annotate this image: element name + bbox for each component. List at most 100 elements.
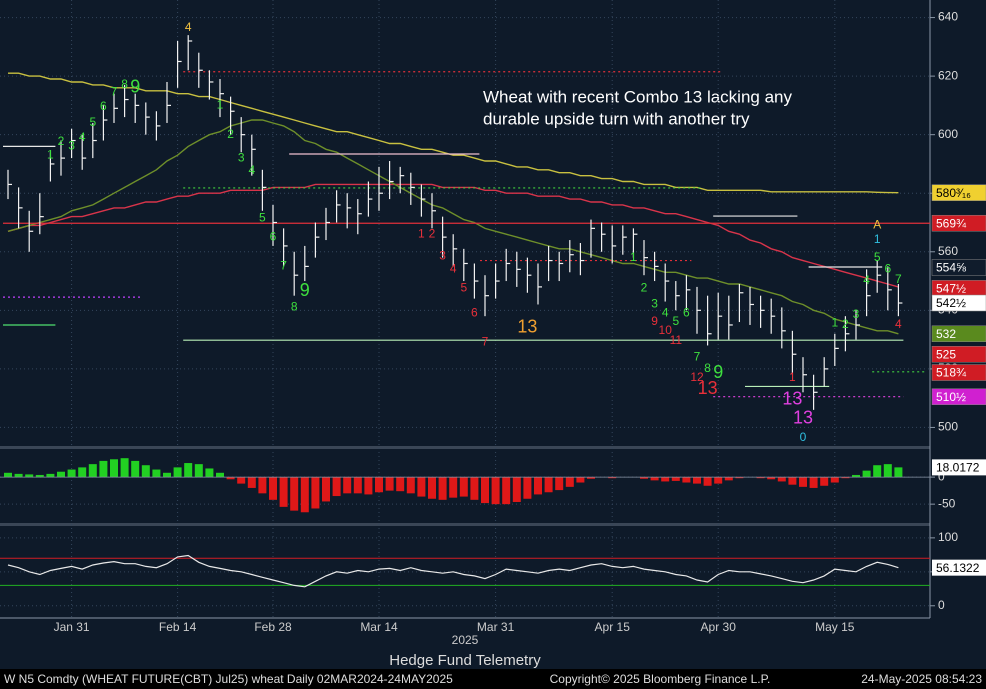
y-tick-label: 0: [938, 469, 945, 483]
td-count: 2: [227, 127, 234, 141]
histogram-bar: [417, 477, 426, 497]
x-tick-label: Feb 14: [159, 620, 197, 634]
histogram-bar: [25, 474, 34, 478]
price-label-box: [931, 388, 986, 405]
histogram-bar: [332, 477, 341, 497]
td-count: 4: [662, 305, 669, 319]
histogram-bar: [555, 477, 564, 491]
y-tick-label: 640: [938, 10, 958, 24]
td-count: 13: [517, 317, 537, 337]
td-count: 6: [270, 229, 277, 243]
y-tick-label: 100: [938, 530, 958, 544]
year-label: 2025: [452, 633, 479, 647]
histogram-bar: [428, 477, 436, 499]
histogram-bar: [120, 458, 129, 478]
td-count: 4: [248, 163, 255, 177]
histogram-bar: [587, 477, 595, 479]
histogram-bar: [99, 460, 108, 478]
td-count: 5: [874, 250, 881, 264]
line: [7, 119, 899, 335]
histogram-bar: [163, 472, 171, 478]
histogram-bar: [46, 473, 55, 478]
histogram-bar: [300, 477, 309, 513]
td-count: 3: [439, 248, 446, 262]
y-tick-label: 560: [938, 244, 958, 258]
histogram-bar: [353, 477, 362, 494]
td-count: 7: [482, 335, 489, 349]
histogram-bar: [756, 477, 765, 479]
panel-divider: [0, 446, 930, 449]
price-label: 518¾: [936, 366, 967, 380]
y-tick-label: -50: [938, 496, 956, 510]
price-label: 542½: [936, 296, 966, 310]
histogram-bar: [173, 467, 182, 478]
histogram-bar: [661, 477, 670, 482]
histogram-bar: [714, 477, 723, 484]
histogram-bar: [544, 477, 553, 493]
histogram-bar: [873, 465, 882, 478]
histogram-bar: [438, 477, 447, 500]
td-count: 1: [217, 98, 224, 112]
histogram-bar: [809, 477, 818, 488]
panel-divider: [0, 523, 930, 526]
last-value-label: 18.0172: [936, 461, 980, 475]
td-count: 6: [471, 305, 478, 319]
histogram-bar: [152, 469, 161, 478]
histogram-bar: [788, 477, 797, 485]
x-tick-label: Apr 15: [595, 620, 631, 634]
price-label: 525: [936, 347, 956, 361]
td-count: 7: [694, 349, 701, 363]
x-tick-label: Jan 31: [54, 620, 90, 634]
price-label: 510½: [936, 390, 966, 404]
histogram-bar: [767, 477, 776, 480]
histogram-bar: [841, 477, 850, 479]
histogram-bar: [640, 477, 648, 479]
histogram-bar: [57, 471, 65, 478]
td-count: 5: [259, 210, 266, 224]
footer-bar: [0, 669, 986, 689]
price-label-box: [931, 325, 986, 342]
line: [7, 554, 899, 588]
td-count: 3: [651, 297, 658, 311]
histogram-bar: [852, 474, 860, 478]
histogram-bar: [735, 477, 744, 479]
td-count: 7: [280, 259, 287, 273]
td-count: 9: [130, 77, 140, 97]
y-tick-label: 620: [938, 68, 958, 82]
histogram-bar: [799, 477, 807, 487]
histogram-bar: [534, 477, 542, 495]
histogram-bar: [78, 467, 87, 478]
histogram-bar: [385, 477, 394, 491]
histogram-bar: [258, 477, 267, 494]
td-count: 1: [831, 316, 838, 330]
td-count: 4: [895, 317, 902, 331]
histogram-bar: [502, 477, 511, 505]
td-count: 6: [683, 305, 690, 319]
td-count: 1: [47, 147, 54, 161]
td-count: A: [873, 218, 881, 232]
td-count: 9: [300, 280, 310, 300]
histogram-bar: [216, 472, 224, 478]
histogram-bar: [650, 477, 659, 481]
histogram-bar: [14, 473, 23, 478]
histogram-bar: [205, 468, 214, 478]
y-tick-label: 500: [938, 420, 958, 434]
histogram-bar: [290, 477, 299, 511]
price-label-box: [931, 259, 986, 276]
histogram-bar: [269, 477, 277, 500]
subtitle: Hedge Fund Telemetry: [389, 652, 541, 669]
td-count: 5: [89, 115, 96, 129]
price-label-box: [931, 184, 986, 201]
histogram-bar: [820, 477, 829, 486]
histogram-bar: [523, 477, 532, 499]
histogram-bar: [375, 477, 383, 493]
footer-left: W N5 Comdty (WHEAT FUTURE(CBT) Jul25) wh…: [4, 672, 453, 686]
histogram-bar: [141, 465, 150, 478]
histogram-bar: [406, 477, 415, 494]
td-count: 2: [429, 226, 436, 240]
price-label: 532: [936, 327, 956, 341]
td-count: 3: [238, 150, 245, 164]
histogram-bar: [862, 470, 871, 478]
histogram-bar: [449, 477, 458, 498]
